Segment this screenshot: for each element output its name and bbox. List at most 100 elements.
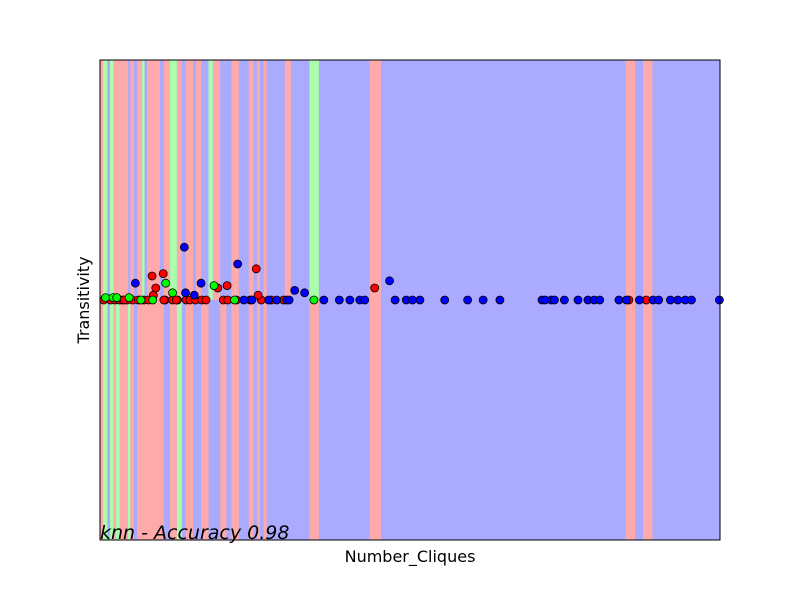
data-point-blue: [130, 278, 140, 288]
decision-region-upper-red: [284, 60, 291, 300]
data-point-blue: [189, 290, 199, 300]
decision-region-upper-green: [309, 60, 319, 300]
data-points: [99, 242, 724, 305]
decision-regions: [100, 60, 653, 540]
data-point-blue: [196, 278, 206, 288]
decision-region-upper-red: [100, 60, 104, 300]
data-point-green: [124, 293, 134, 303]
decision-region-upper-blue: [127, 60, 131, 300]
decision-region-upper-blue: [144, 60, 148, 300]
data-point-red: [201, 295, 211, 305]
decision-region-upper-red: [130, 60, 135, 300]
data-point-red: [171, 295, 181, 305]
decision-region-lower-green: [176, 300, 182, 540]
data-point-blue: [264, 295, 274, 305]
decision-region-lower-green: [103, 300, 108, 540]
decision-region-upper-red: [248, 60, 254, 300]
data-point-blue: [635, 295, 644, 305]
data-point-blue: [179, 242, 189, 252]
decision-region-upper-blue: [107, 60, 110, 300]
decision-region-lower-red: [256, 300, 260, 540]
data-point-red: [251, 264, 261, 274]
data-point-blue: [334, 295, 344, 305]
data-point-blue: [550, 295, 559, 305]
data-point-blue: [181, 288, 190, 298]
data-point-red: [147, 271, 157, 281]
decision-region-upper-red: [113, 60, 128, 300]
data-point-blue: [478, 295, 488, 305]
data-point-blue: [290, 285, 300, 295]
data-point-green: [112, 293, 122, 303]
data-point-green: [309, 295, 319, 305]
data-point-green: [230, 295, 239, 305]
decision-region-upper-red: [369, 60, 381, 300]
decision-region-lower-blue: [253, 300, 257, 540]
data-point-blue: [654, 295, 664, 305]
data-point-red: [253, 290, 263, 300]
decision-region-lower-green: [109, 300, 114, 540]
decision-region-lower-red: [100, 300, 104, 540]
decision-region-upper-blue: [266, 60, 285, 300]
decision-region-lower-blue: [259, 300, 264, 540]
decision-region-upper-red: [263, 60, 267, 300]
decision-region-upper-blue: [193, 60, 197, 300]
plot-frame: [99, 59, 721, 541]
data-point-blue: [247, 295, 257, 305]
decision-region-upper-red: [185, 60, 193, 300]
y-axis-label: Transitivity: [74, 256, 93, 344]
decision-region-upper-red: [137, 60, 143, 300]
decision-region-upper-green: [109, 60, 114, 300]
decision-region-lower-red: [113, 300, 117, 540]
data-point-blue: [495, 295, 505, 305]
data-point-blue: [239, 295, 249, 305]
data-point-blue: [666, 295, 675, 305]
decision-region-upper-red: [196, 60, 202, 300]
decision-region-upper-blue: [134, 60, 138, 300]
data-point-green: [136, 295, 146, 305]
decision-region-lower-blue: [107, 300, 110, 540]
decision-region-upper-red: [212, 60, 221, 300]
decision-region-lower-red: [170, 300, 177, 540]
data-point-blue: [415, 295, 425, 305]
decision-region-upper-blue: [201, 60, 209, 300]
decision-region-lower-red: [220, 300, 227, 540]
data-point-blue: [272, 295, 282, 305]
decision-region-lower-red: [185, 300, 193, 540]
data-point-blue: [390, 295, 400, 305]
decision-region-upper-blue: [220, 60, 232, 300]
decision-region-lower-red: [643, 300, 653, 540]
data-point-red: [151, 283, 161, 293]
data-point-blue: [284, 295, 294, 305]
data-point-blue: [319, 295, 329, 305]
decision-region-lower-blue: [181, 300, 186, 540]
decision-region-lower-red: [625, 300, 636, 540]
plot-area: [99, 59, 724, 541]
decision-region-upper-blue: [259, 60, 264, 300]
data-point-blue: [360, 295, 370, 305]
decision-region-upper-red: [147, 60, 161, 300]
decision-region-lower-red: [201, 300, 209, 540]
decision-region-upper-red: [231, 60, 236, 300]
data-point-green: [168, 288, 177, 298]
data-point-blue: [440, 295, 450, 305]
decision-region-upper-green: [170, 60, 177, 300]
data-point-blue: [345, 295, 355, 305]
decision-region-upper-red: [176, 60, 182, 300]
data-point-blue: [714, 295, 724, 305]
decision-region-lower-green: [127, 300, 131, 540]
decision-region-lower-blue: [266, 300, 310, 540]
data-point-blue: [385, 276, 394, 286]
data-point-blue: [463, 295, 473, 305]
decision-region-upper-blue: [160, 60, 164, 300]
data-point-blue: [559, 295, 569, 305]
data-point-green: [161, 278, 171, 288]
decision-region-upper-blue: [253, 60, 257, 300]
decision-region-lower-blue: [226, 300, 232, 540]
decision-region-upper-red: [643, 60, 653, 300]
decision-region-upper-red: [235, 60, 239, 300]
data-point-green: [101, 293, 110, 303]
decision-region-lower-blue: [208, 300, 221, 540]
decision-region-upper-green: [103, 60, 108, 300]
accuracy-annotation: knn - Accuracy 0.98: [100, 522, 289, 544]
decision-region-upper-red: [256, 60, 260, 300]
